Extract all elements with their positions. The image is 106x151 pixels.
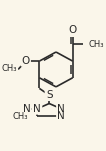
Text: CH₃: CH₃ (13, 112, 28, 120)
Text: CH₃: CH₃ (89, 40, 104, 49)
Text: CH₃: CH₃ (2, 64, 17, 73)
Text: CH₃: CH₃ (12, 112, 29, 120)
Text: N: N (57, 104, 66, 114)
Text: O: O (22, 56, 30, 66)
Text: N: N (23, 104, 30, 114)
Text: O: O (69, 25, 77, 35)
Text: CH₃: CH₃ (89, 40, 105, 49)
Text: N: N (33, 104, 41, 114)
Text: S: S (45, 90, 53, 100)
Text: N: N (57, 111, 66, 121)
Text: N: N (33, 104, 41, 114)
Text: O: O (68, 25, 77, 35)
Text: N: N (22, 104, 31, 114)
Text: S: S (46, 90, 52, 100)
Text: N: N (57, 111, 65, 121)
Text: CH₃: CH₃ (1, 64, 17, 73)
Text: N: N (57, 104, 65, 114)
Text: O: O (21, 56, 30, 66)
